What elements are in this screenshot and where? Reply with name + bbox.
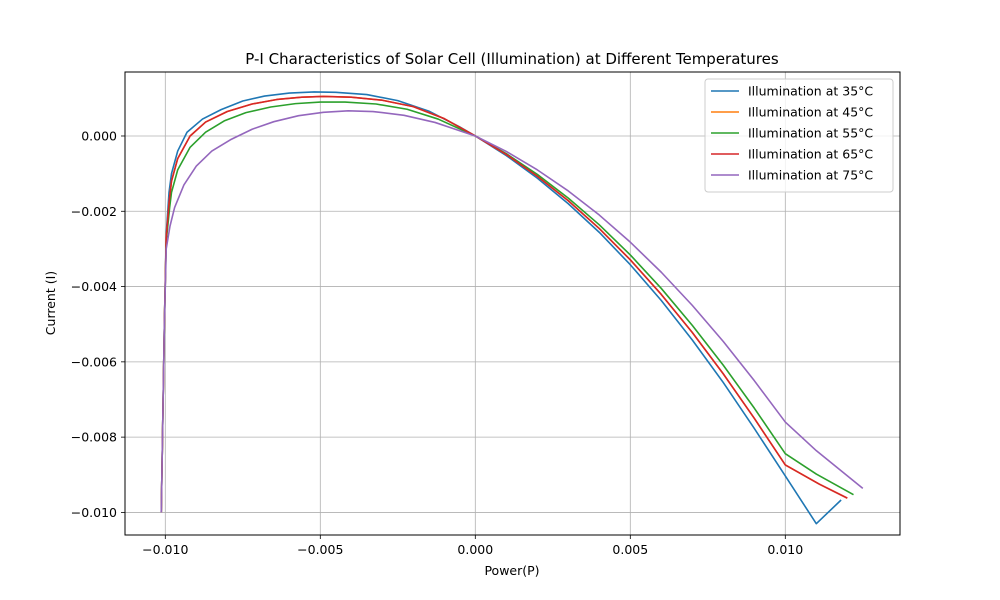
y-tick-label: −0.008 — [71, 430, 117, 445]
grid — [125, 72, 900, 535]
x-axis-title: Power(P) — [484, 563, 539, 578]
x-tick-label: −0.005 — [297, 542, 343, 557]
x-tick-label: 0.010 — [767, 542, 803, 557]
legend-label: Illumination at 65°C — [748, 147, 873, 162]
y-axis-title: Current (I) — [43, 271, 58, 335]
legend: Illumination at 35°C Illumination at 45°C… — [704, 78, 894, 193]
x-tick-label: −0.010 — [142, 542, 188, 557]
series-line-3 — [160, 101, 854, 513]
legend-label: Illumination at 35°C — [748, 84, 873, 99]
plot-frame — [124, 71, 901, 536]
series-line-1 — [160, 91, 842, 525]
x-tick-label: 0.005 — [612, 542, 648, 557]
plot-lines — [160, 91, 864, 525]
legend-box — [704, 78, 894, 193]
y-tick-label: −0.006 — [71, 354, 117, 369]
y-tick-label: −0.004 — [71, 279, 117, 294]
x-tick-label: 0.000 — [457, 542, 493, 557]
legend-label: Illumination at 45°C — [748, 105, 873, 120]
series-line-4 — [160, 95, 848, 513]
legend-label: Illumination at 75°C — [748, 168, 873, 183]
x-axis: −0.010 −0.005 0.000 0.005 0.010 — [142, 535, 803, 557]
y-axis: 0.000 −0.002 −0.004 −0.006 −0.008 −0.010 — [71, 128, 125, 520]
chart-title: P-I Characteristics of Solar Cell (Illum… — [245, 50, 779, 68]
legend-label: Illumination at 55°C — [748, 126, 873, 141]
y-tick-label: 0.000 — [81, 128, 117, 143]
y-tick-label: −0.002 — [71, 204, 117, 219]
y-tick-label: −0.010 — [71, 505, 117, 520]
series-line-5 — [160, 109, 864, 513]
